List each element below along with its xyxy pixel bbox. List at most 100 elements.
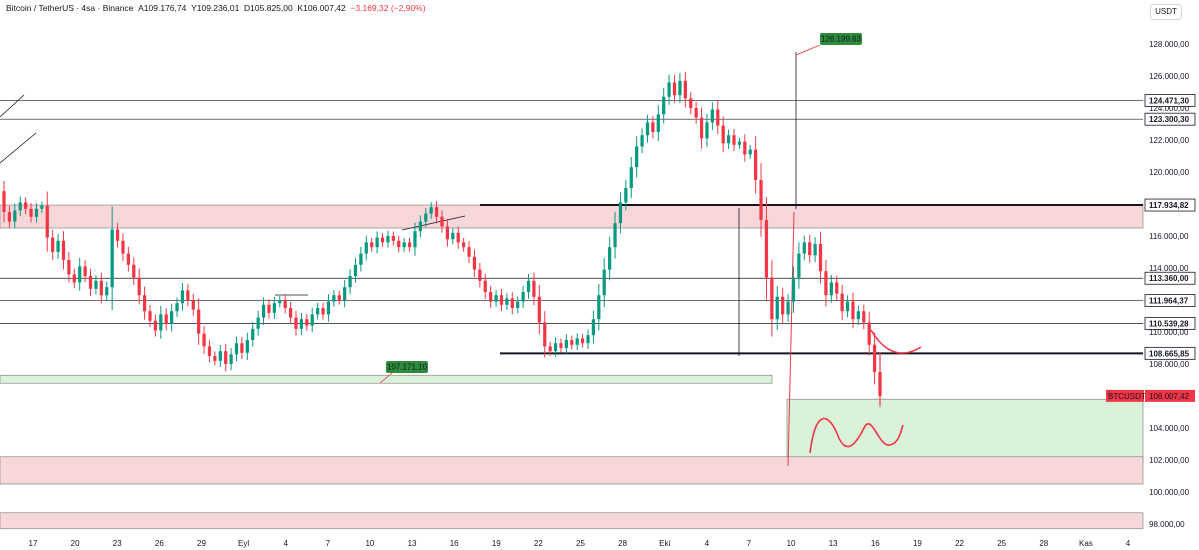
candle [808,235,812,263]
candle [56,234,60,259]
candle-body [451,232,455,240]
candle [467,240,471,264]
candle [326,294,331,322]
candle-body [256,317,260,329]
candle [24,197,28,214]
candle [94,275,98,295]
candle [716,101,720,135]
candle-body [851,301,855,320]
candle-body [748,149,752,155]
price-annotation: 107.171,10 [386,361,428,373]
currency-button[interactable]: USDT [1150,4,1182,20]
candle-body [180,290,185,304]
candle-body [283,300,287,308]
candle [602,257,606,308]
candle-body [808,242,812,256]
close-value: K106.007,42 [297,3,346,13]
candle [148,304,152,328]
candle [689,92,693,115]
candle [521,285,525,308]
candle [132,257,136,285]
levels-layer [0,100,1143,355]
candle-body [532,280,536,297]
candle-body [829,282,833,296]
candle [51,229,55,260]
candle [126,246,130,272]
candle [526,274,531,299]
candle [537,284,541,335]
time-axis[interactable]: 17 20 23 26 29 Eyl 4 7 10 13 16 19 22 25 28 Eki 4 7 10 13 16… [29,539,1131,548]
support-zone [786,398,1144,464]
candle [332,290,336,307]
candle-body [516,301,520,308]
time-tick-label: 29 [197,539,206,548]
candle-body [261,304,266,318]
candle-body [18,202,22,211]
candle [570,335,574,350]
candle [510,292,514,315]
candle [797,242,801,289]
candle [278,296,282,308]
price-axis[interactable]: 128.000,00 126.000,00 124.000,00 122.000,00… [1149,40,1190,529]
candle [218,344,222,368]
candle-body [608,247,612,270]
candle-body [159,314,163,331]
candle [553,337,558,357]
candle-body [478,269,482,281]
candle [845,295,850,318]
candle-body [764,220,769,278]
candle [424,207,428,228]
candle-body [2,191,6,212]
candle [743,134,747,162]
candle [651,116,655,139]
candle-body [445,226,450,240]
candle [764,196,769,301]
candle-body [402,242,406,248]
price-tick-label: 100.000,00 [1149,488,1190,497]
candle [456,226,460,249]
candle-body [613,223,617,248]
price-tick-label: 108.000,00 [1149,360,1190,369]
candle [29,203,33,223]
time-tick-label: 7 [326,539,331,548]
candle-body [597,295,601,320]
candle [294,310,298,336]
candle-body [397,240,401,248]
symbol-title: Bitcoin / TetherUS · 4sa · Binance [6,3,134,13]
candle-body [656,114,660,132]
candle-body [234,343,239,355]
candle [613,211,617,259]
candle-body [175,303,179,312]
candle-body [78,266,82,283]
candle [835,275,839,301]
candle-body [624,188,628,203]
candle-body [689,98,693,108]
candle [829,275,833,303]
candle-body [83,266,87,276]
candle [364,235,368,261]
candle-body [142,295,147,312]
candle-body [645,122,650,136]
candle-body [29,208,33,217]
price-level-label: 108.665,85 [1144,346,1196,360]
candle-body [770,277,774,320]
time-tick-label: 16 [450,539,459,548]
candle-body [580,338,585,344]
candle-body [213,356,217,361]
time-tick-label: 10 [365,539,374,548]
resistance-zone [0,456,1144,485]
candle [175,297,179,317]
time-tick-label: 28 [618,539,627,548]
candle-body [386,236,390,243]
candle [202,326,206,354]
candle-body [299,319,304,329]
candle-body [862,311,866,323]
candle-body [759,180,763,220]
price-tick-label: 116.000,00 [1149,232,1189,241]
candle-body [326,301,331,315]
candle-body [418,221,422,232]
candle [505,293,509,310]
candle-body [353,264,358,276]
price-annotation-text: 126.199,63 [821,35,862,44]
